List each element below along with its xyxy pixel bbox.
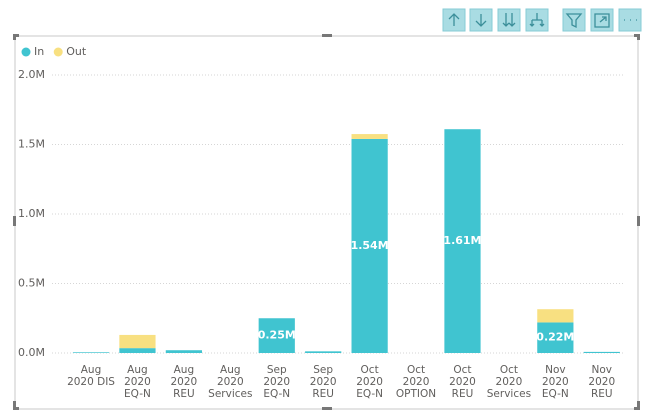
y-tick-label: 2.0M [18, 68, 45, 81]
y-tick-label: 0.0M [18, 346, 45, 359]
bar-segment [119, 348, 156, 353]
focus-mode-button[interactable] [590, 8, 614, 32]
drill-down-button[interactable] [469, 8, 493, 32]
bar-segment [305, 351, 342, 353]
x-tick-label: Nov 2020 EQ-N [541, 364, 569, 400]
y-tick-label: 0.5M [18, 277, 45, 290]
x-tick-label: Oct 2020 REU [449, 364, 476, 400]
drill-up-button[interactable] [442, 8, 466, 32]
x-tick-label: Aug 2020 DIS [67, 364, 115, 388]
bar-segment [165, 350, 202, 353]
bar-segment [258, 318, 295, 353]
toolbar [442, 8, 642, 32]
bar-segment [444, 129, 481, 353]
bar-segment [351, 138, 388, 353]
data-label: 0.22M [536, 331, 574, 344]
expand-all-button[interactable] [497, 8, 521, 32]
data-label: 1.54M [351, 239, 389, 252]
bar-segment [583, 351, 620, 353]
bar-segment [537, 322, 574, 353]
resize-handles [13, 34, 640, 410]
y-tick-label: 1.0M [18, 207, 45, 220]
expand-next-button[interactable] [525, 8, 549, 32]
bar-segment [537, 309, 574, 323]
filter-button[interactable] [562, 8, 586, 32]
x-tick-label: Aug 2020 REU [170, 364, 198, 400]
legend-swatch [21, 47, 31, 57]
data-label: 0.25M [258, 329, 296, 342]
x-tick-label: Nov 2020 REU [588, 364, 616, 400]
bar-segment [72, 352, 110, 353]
bar-segment [119, 334, 156, 349]
x-tick-label: Oct 2020 OPTION [395, 364, 437, 400]
legend-label: In [34, 45, 44, 58]
x-tick-label: Aug 2020 Services [208, 364, 253, 400]
x-tick-label: Oct 2020 EQ-N [356, 364, 384, 400]
x-tick-label: Aug 2020 EQ-N [124, 364, 151, 400]
data-label: 1.61M [443, 234, 481, 247]
y-tick-label: 1.5M [18, 138, 45, 151]
legend-swatch [53, 47, 63, 57]
legend-label: Out [66, 45, 87, 58]
x-tick-label: Sep 2020 EQ-N [263, 364, 291, 400]
x-tick-label: Sep 2020 REU [309, 364, 337, 400]
more-options-button[interactable] [618, 8, 642, 32]
bar-segment [351, 134, 388, 139]
x-tick-label: Oct 2020 Services [486, 364, 532, 400]
